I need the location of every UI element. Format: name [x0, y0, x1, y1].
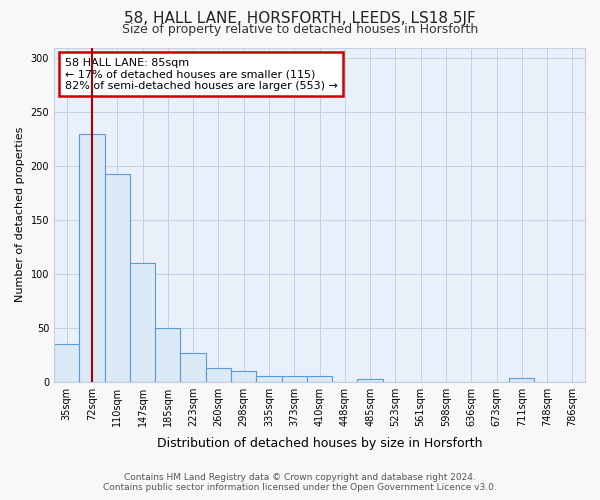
- Bar: [358, 380, 383, 382]
- X-axis label: Distribution of detached houses by size in Horsforth: Distribution of detached houses by size …: [157, 437, 482, 450]
- Text: Contains HM Land Registry data © Crown copyright and database right 2024.
Contai: Contains HM Land Registry data © Crown c…: [103, 473, 497, 492]
- Bar: [231, 371, 256, 382]
- Text: Size of property relative to detached houses in Horsforth: Size of property relative to detached ho…: [122, 24, 478, 36]
- Bar: [181, 352, 206, 382]
- Bar: [256, 376, 281, 382]
- Bar: [206, 368, 231, 382]
- Bar: [281, 376, 307, 382]
- Text: 58 HALL LANE: 85sqm
← 17% of detached houses are smaller (115)
82% of semi-detac: 58 HALL LANE: 85sqm ← 17% of detached ho…: [65, 58, 338, 90]
- Bar: [104, 174, 130, 382]
- Bar: [155, 328, 181, 382]
- Bar: [307, 376, 332, 382]
- Bar: [54, 344, 79, 382]
- Bar: [130, 263, 155, 382]
- Y-axis label: Number of detached properties: Number of detached properties: [15, 127, 25, 302]
- Bar: [509, 378, 535, 382]
- Text: 58, HALL LANE, HORSFORTH, LEEDS, LS18 5JF: 58, HALL LANE, HORSFORTH, LEEDS, LS18 5J…: [124, 11, 476, 26]
- Bar: [79, 134, 104, 382]
